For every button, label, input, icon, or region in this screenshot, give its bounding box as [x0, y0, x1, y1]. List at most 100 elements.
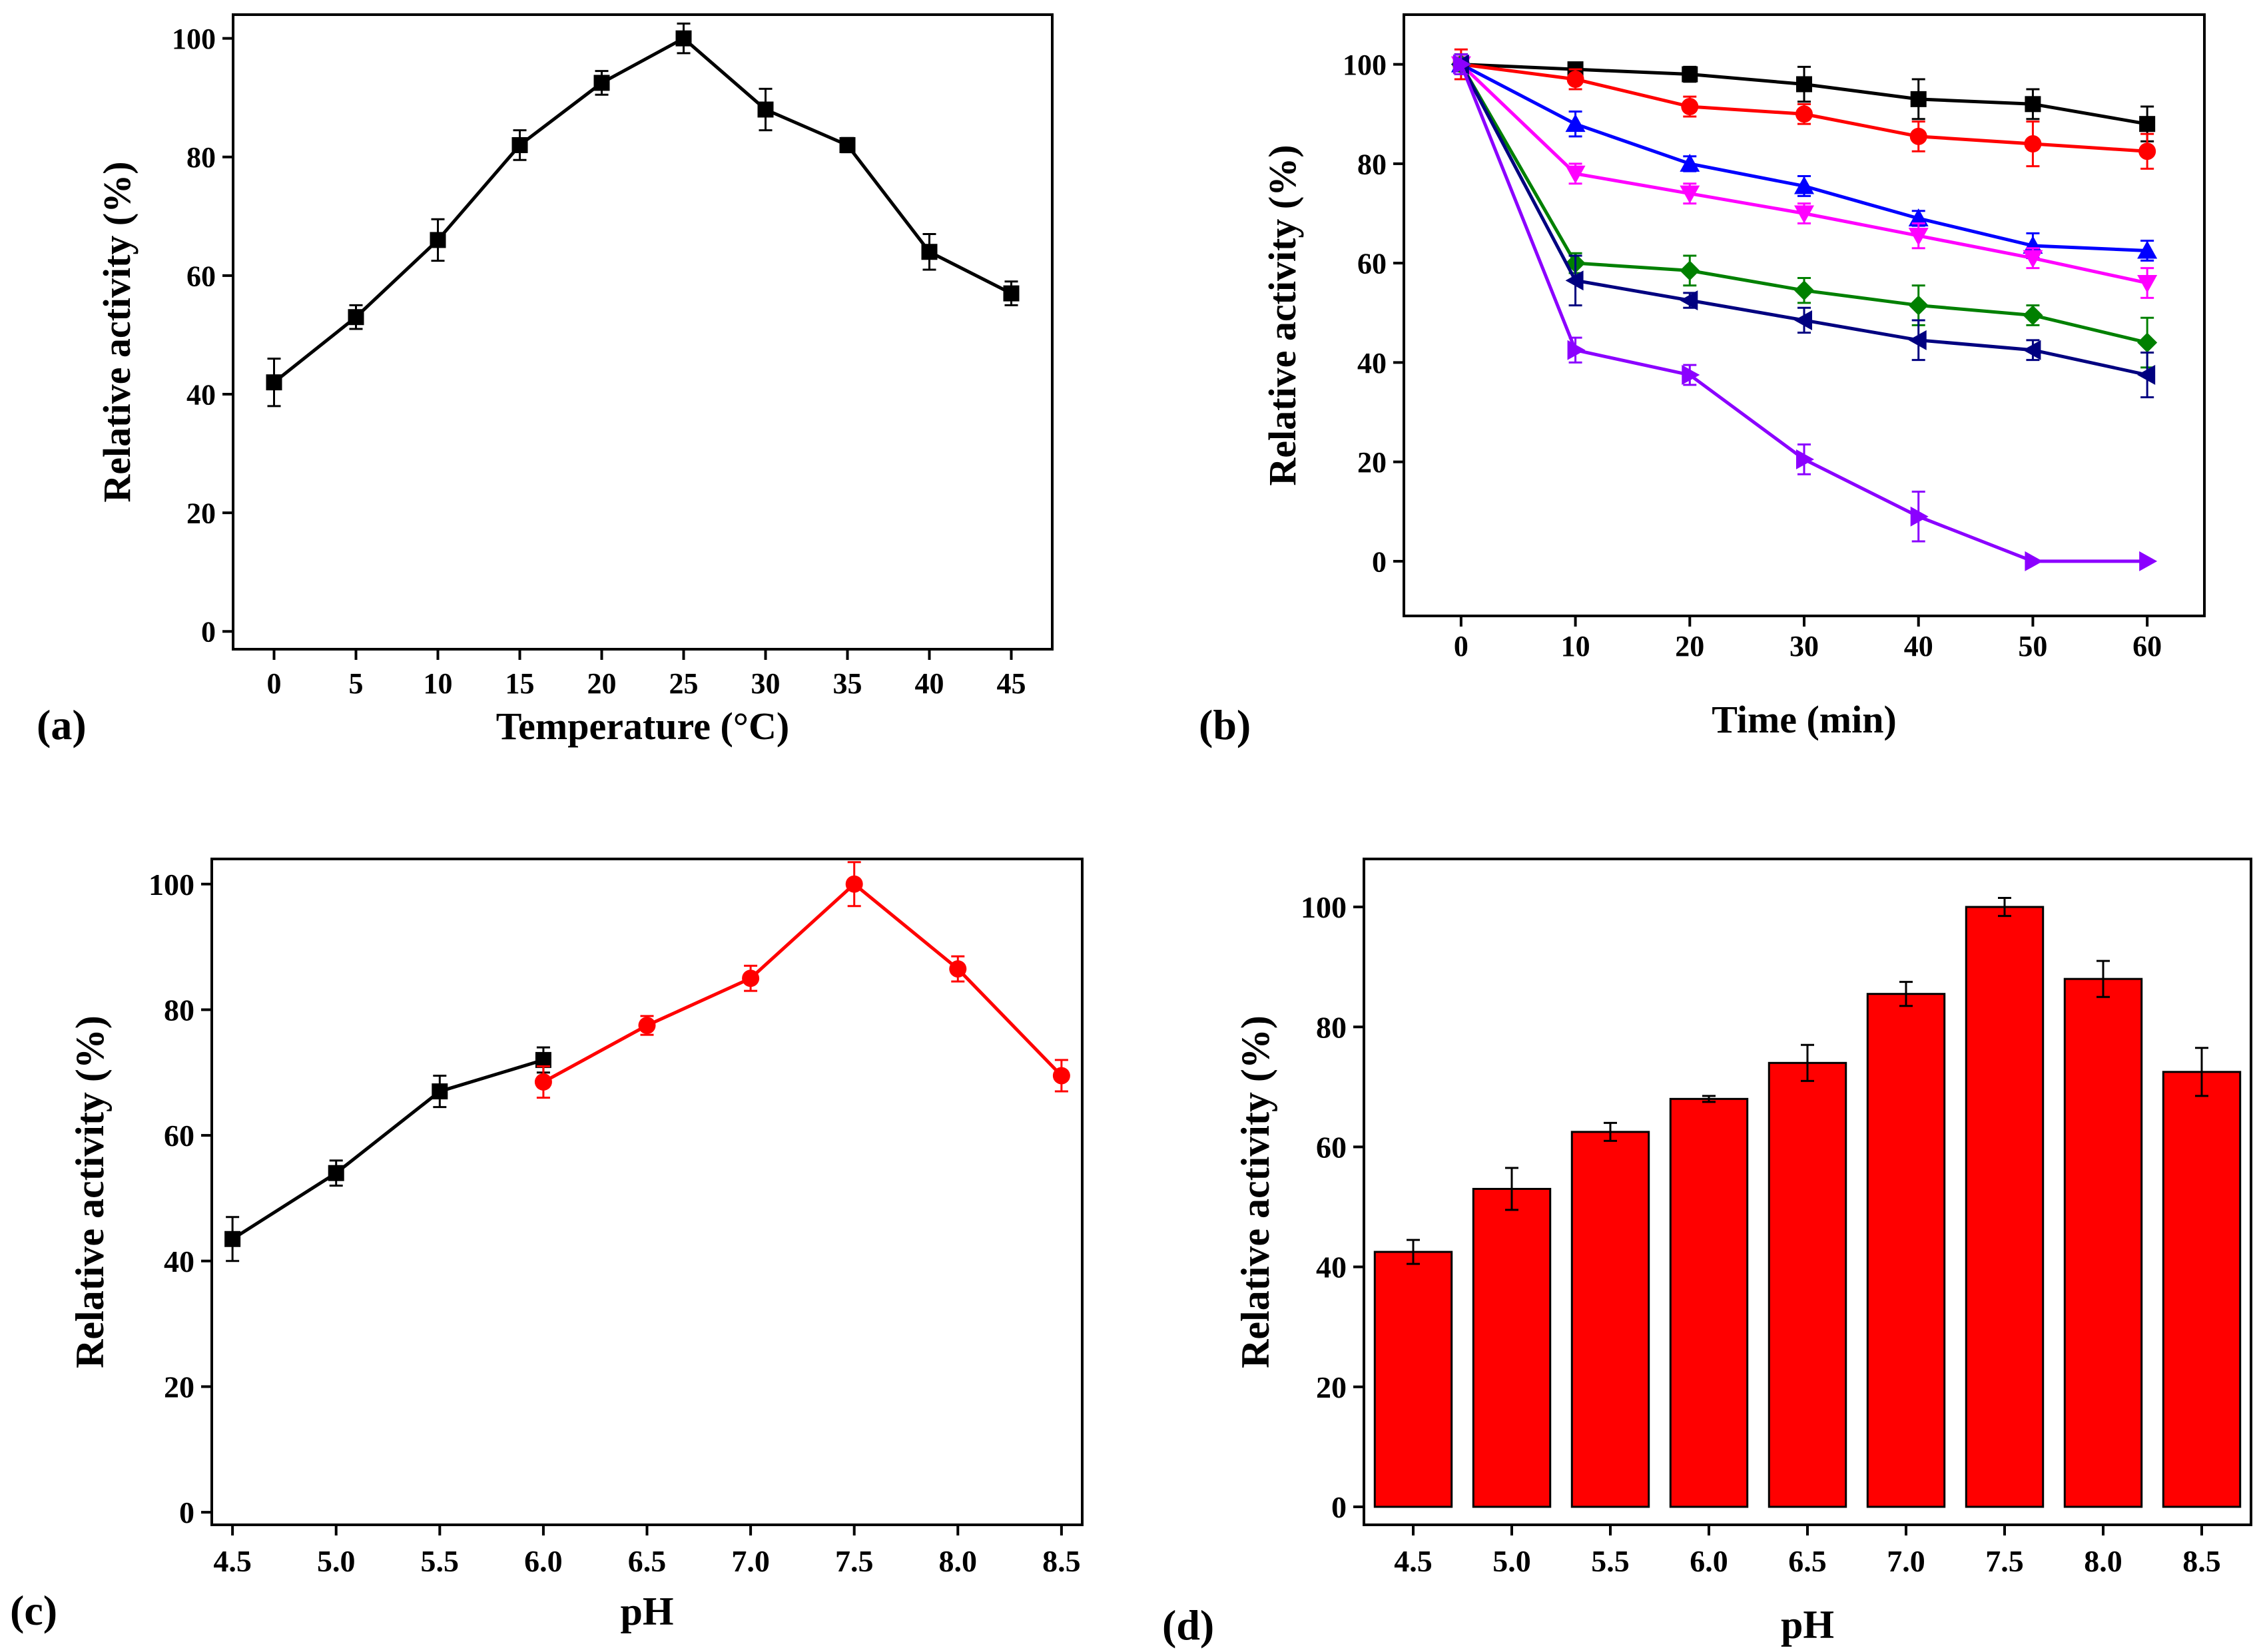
data-point	[1566, 71, 1584, 89]
data-point	[1565, 165, 1586, 184]
data-point	[1682, 66, 1698, 83]
plot-frame	[210, 858, 1084, 1526]
plot-frame	[232, 13, 1054, 651]
y-axis-label: Relative activity (%)	[68, 1015, 112, 1368]
y-tick-label: 100	[172, 23, 216, 55]
data-point	[430, 232, 446, 248]
x-tick-label: 0	[1454, 630, 1468, 663]
data-point	[224, 1231, 241, 1247]
x-axis-label: Temperature (°C)	[496, 704, 789, 748]
y-tick-label: 20	[1316, 1370, 1347, 1404]
data-point	[2137, 240, 2158, 259]
data-point	[1680, 290, 1698, 311]
x-tick-label: 60	[2132, 630, 2162, 663]
y-tick-label: 60	[1316, 1131, 1347, 1165]
x-tick-label: 8.5	[2182, 1544, 2221, 1578]
data-point	[1052, 1067, 1070, 1085]
data-point	[757, 101, 774, 118]
panel-label-b: (b)	[1199, 701, 1251, 748]
series-s7	[1452, 53, 2158, 571]
error-bar	[2195, 1047, 2208, 1097]
data-point	[1681, 98, 1699, 116]
bar-4.5	[1373, 1250, 1453, 1508]
x-tick-label: 5	[349, 667, 364, 700]
panel-label-a: (a)	[37, 701, 87, 748]
data-point	[1910, 91, 1927, 107]
y-tick-label: 40	[1316, 1250, 1347, 1284]
y-axis-label: Relative activity (%)	[1233, 1015, 1277, 1368]
data-point	[328, 1165, 344, 1181]
x-tick-label: 7.5	[835, 1544, 874, 1578]
series-buffer-2	[534, 861, 1070, 1099]
y-tick-label: 80	[1316, 1010, 1347, 1044]
y-tick-label: 40	[186, 378, 216, 411]
data-point	[949, 960, 967, 978]
x-tick-label: 5.0	[317, 1544, 356, 1578]
y-tick-label: 20	[164, 1370, 194, 1404]
y-tick-label: 20	[186, 497, 216, 530]
x-tick-label: 50	[2018, 630, 2047, 663]
x-tick-label: 40	[1904, 630, 1933, 663]
panel-label-c: (c)	[10, 1587, 57, 1634]
x-tick-label: 25	[669, 667, 699, 700]
error-bar	[1998, 897, 2011, 918]
bar-8.0	[2063, 977, 2143, 1508]
chart-panel-b: 0 20 40 60 80 100 0 10 20 30 40 50 60 Time (min) Relat…	[1261, 13, 2206, 741]
data-point	[2025, 96, 2041, 113]
series-s2	[1452, 48, 2156, 170]
x-axis-label: pH	[1781, 1603, 1834, 1647]
data-point	[593, 75, 610, 91]
data-point	[2024, 135, 2042, 153]
y-axis-label: Relative activity (%)	[95, 161, 139, 502]
bar-5.0	[1472, 1187, 1552, 1508]
data-point	[921, 244, 938, 260]
x-tick-label: 30	[751, 667, 781, 700]
data-point	[1003, 285, 1020, 302]
x-tick-label: 30	[1789, 630, 1819, 663]
x-tick-label: 8.5	[1042, 1544, 1081, 1578]
x-tick-label: 5.5	[1591, 1544, 1630, 1578]
y-tick-label: 80	[186, 141, 216, 174]
y-tick-label: 0	[1372, 545, 1387, 578]
y-tick-label: 0	[1331, 1490, 1347, 1524]
error-bar	[1899, 981, 1913, 1007]
series-s4	[1451, 53, 2158, 299]
data-point	[432, 1083, 448, 1100]
x-tick-label: 15	[505, 667, 535, 700]
series-line	[542, 882, 1063, 1084]
data-point	[1680, 153, 1700, 172]
x-tick-label: 4.5	[1394, 1544, 1433, 1578]
x-tick-label: 7.0	[1887, 1544, 1925, 1578]
data-point	[1908, 330, 1927, 350]
x-tick-label: 6.0	[1690, 1544, 1728, 1578]
data-point	[675, 30, 692, 47]
bar-7.5	[1965, 906, 2045, 1508]
series-s1	[1452, 53, 2156, 142]
x-tick-label: 6.0	[524, 1544, 563, 1578]
data-point	[2023, 250, 2043, 268]
x-tick-label: 5.5	[421, 1544, 460, 1578]
data-point	[266, 374, 282, 391]
data-point	[1796, 76, 1812, 93]
data-point	[1565, 114, 1586, 133]
series-activity	[266, 22, 1020, 408]
data-point	[2023, 236, 2043, 254]
data-point	[348, 309, 364, 326]
bar-6.5	[1768, 1061, 1847, 1508]
bar-5.5	[1570, 1131, 1650, 1508]
chart-panel-d: 0 20 40 60 80 100 4.5 5.0 5.5 6.0 6.5 7.0 7.5 8.0 8.5 p…	[1233, 858, 2252, 1647]
data-point	[1794, 176, 1814, 194]
data-point	[1680, 260, 1700, 281]
error-bar	[2097, 960, 2110, 998]
x-tick-label: 4.5	[213, 1544, 252, 1578]
series-line	[231, 1058, 544, 1240]
x-tick-label: 6.5	[628, 1544, 667, 1578]
bar-8.5	[2162, 1071, 2242, 1508]
x-axis-label: pH	[620, 1589, 673, 1633]
chart-panel-c: 0 20 40 60 80 100 4.5 5.0 5.5 6.0 6.5 7.0 7.5 8.0 8.5 p…	[68, 858, 1084, 1633]
data-point	[1908, 295, 1929, 316]
data-point	[638, 1017, 656, 1034]
data-point	[2025, 551, 2043, 571]
data-point	[2137, 365, 2156, 386]
